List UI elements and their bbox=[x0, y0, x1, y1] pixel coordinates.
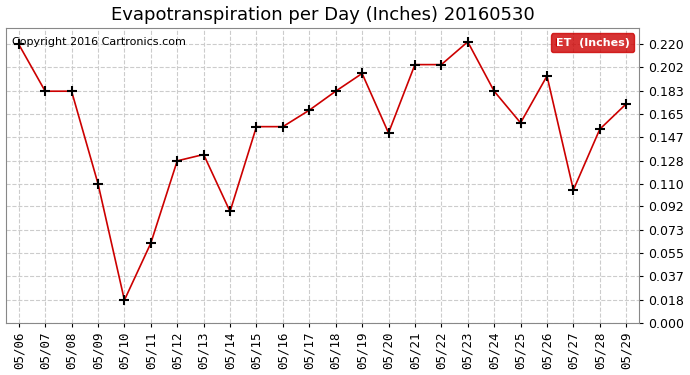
Point bbox=[383, 130, 394, 136]
Point bbox=[224, 209, 235, 214]
Point bbox=[594, 126, 605, 132]
Point bbox=[146, 240, 157, 246]
Point bbox=[409, 62, 420, 68]
Point bbox=[172, 158, 183, 164]
Point bbox=[66, 88, 77, 94]
Point bbox=[39, 88, 50, 94]
Point bbox=[568, 187, 579, 193]
Legend: ET  (Inches): ET (Inches) bbox=[551, 33, 634, 53]
Point bbox=[92, 181, 104, 187]
Point bbox=[13, 41, 24, 47]
Point bbox=[621, 101, 632, 107]
Point bbox=[462, 39, 473, 45]
Point bbox=[436, 62, 447, 68]
Point bbox=[515, 120, 526, 126]
Point bbox=[489, 88, 500, 94]
Point bbox=[542, 73, 553, 79]
Text: Copyright 2016 Cartronics.com: Copyright 2016 Cartronics.com bbox=[12, 37, 186, 47]
Title: Evapotranspiration per Day (Inches) 20160530: Evapotranspiration per Day (Inches) 2016… bbox=[110, 6, 534, 24]
Point bbox=[277, 124, 288, 130]
Point bbox=[304, 107, 315, 113]
Point bbox=[198, 152, 209, 157]
Point bbox=[119, 297, 130, 303]
Point bbox=[251, 124, 262, 130]
Point bbox=[331, 88, 342, 94]
Point bbox=[357, 70, 368, 76]
